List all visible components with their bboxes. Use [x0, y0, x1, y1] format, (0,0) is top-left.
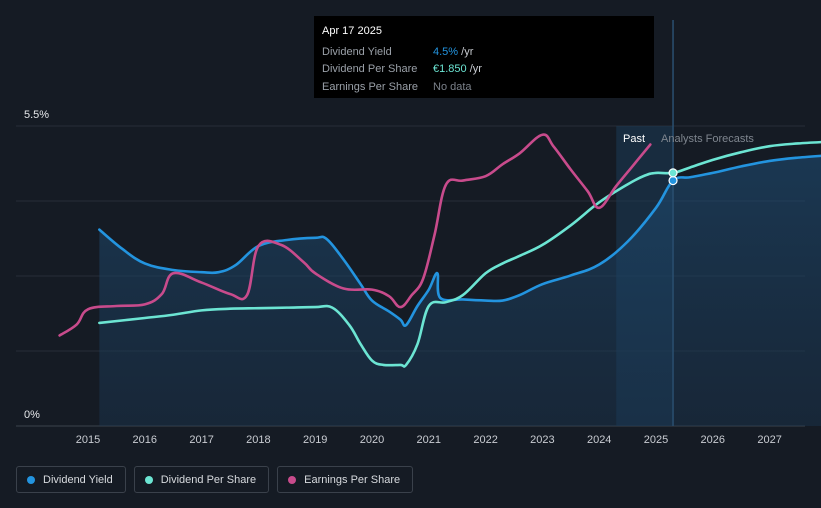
dividend-per-share-line — [98, 140, 821, 368]
legend-dot-icon — [27, 475, 35, 484]
series-fills — [99, 155, 821, 426]
x-tick-label: 2023 — [530, 434, 554, 446]
legend-item-dividend-per-share[interactable]: Dividend Per Share — [133, 466, 270, 493]
legend-label: Dividend Yield — [43, 473, 113, 486]
dividend-yield-marker — [668, 175, 678, 186]
x-tick-label: 2024 — [587, 434, 611, 446]
past-region-label: Past — [623, 133, 645, 145]
tooltip-label: Dividend Yield — [322, 45, 392, 58]
legend-label: Dividend Per Share — [160, 473, 257, 486]
x-tick-label: 2015 — [76, 434, 100, 446]
dividend-yield-area — [99, 155, 821, 426]
forecast-region-label: Analysts Forecasts — [661, 133, 754, 145]
x-tick-label: 2017 — [189, 434, 213, 446]
x-tick-label: 2021 — [417, 434, 441, 446]
dividend-per-share-marker — [668, 168, 678, 178]
y-tick-label-bottom: 0% — [24, 409, 40, 421]
x-tick-label: 2026 — [701, 434, 725, 446]
legend-item-earnings-per-share[interactable]: Earnings Per Share — [277, 466, 414, 493]
hover-tooltip: Apr 17 2025 Dividend Yield 4.5% /yr Divi… — [314, 16, 654, 98]
tooltip-row-earnings-per-share: Earnings Per Share No data — [322, 78, 646, 96]
today-markers — [668, 168, 678, 186]
tooltip-value: No data — [433, 81, 472, 93]
tooltip-unit: /yr — [458, 45, 474, 58]
tooltip-value: €1.850 /yr — [433, 63, 482, 75]
x-tick-label: 2027 — [757, 434, 781, 446]
tooltip-date: Apr 17 2025 — [322, 25, 382, 37]
x-tick-label: 2022 — [473, 434, 497, 446]
x-tick-label: 2018 — [246, 434, 270, 446]
tooltip-row-dividend-yield: Dividend Yield 4.5% /yr — [322, 43, 646, 61]
tooltip-label: Earnings Per Share — [322, 80, 418, 93]
legend-label: Earnings Per Share — [304, 473, 401, 486]
earnings-per-share-line — [58, 133, 652, 337]
tooltip-row-dividend-per-share: Dividend Per Share €1.850 /yr — [322, 61, 646, 79]
x-tick-label: 2025 — [644, 434, 668, 446]
x-tick-label: 2020 — [360, 434, 384, 446]
tooltip-unit: /yr — [466, 63, 482, 76]
x-tick-label: 2016 — [133, 434, 157, 446]
x-tick-label: 2019 — [303, 434, 327, 446]
tooltip-number: 4.5% — [433, 45, 459, 58]
x-axis-ticks: 2015 2016 2017 2018 2019 2020 2021 2022 2023 2024… — [76, 434, 782, 446]
y-tick-label-top: 5.5% — [24, 109, 49, 121]
tooltip-number: €1.850 — [433, 63, 467, 76]
legend-item-dividend-yield[interactable]: Dividend Yield — [16, 466, 126, 493]
tooltip-number: No data — [433, 80, 472, 93]
legend: Dividend Yield Dividend Per Share Earnin… — [16, 466, 414, 493]
legend-dot-icon — [144, 475, 153, 484]
tooltip-value: 4.5% /yr — [433, 46, 473, 58]
tooltip-label: Dividend Per Share — [322, 63, 418, 76]
legend-dot-icon — [288, 475, 297, 484]
